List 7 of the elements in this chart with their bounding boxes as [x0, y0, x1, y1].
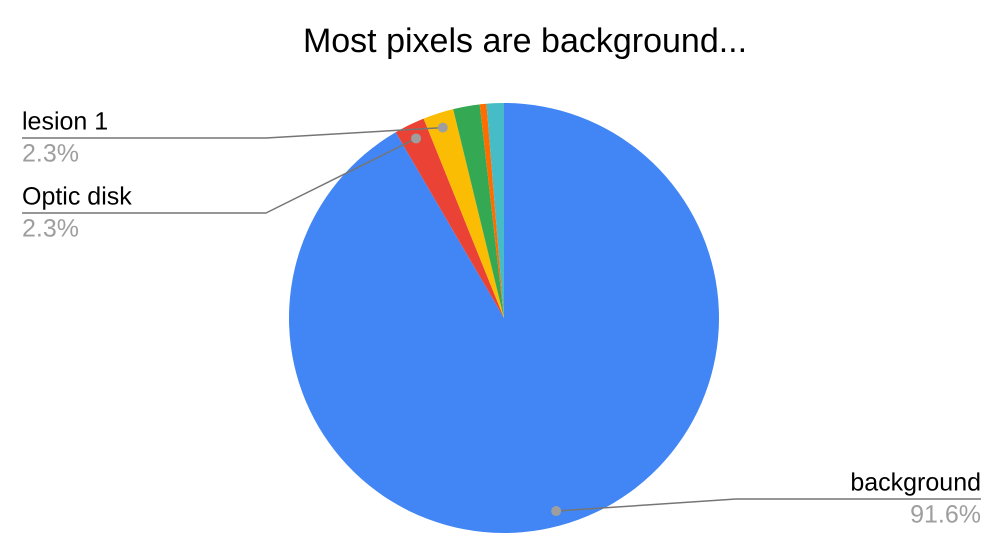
data-label: 91.6%	[910, 500, 981, 528]
data-label: 2.3%	[22, 214, 79, 242]
slice-label: lesion 1	[22, 107, 108, 136]
slice-label: background	[850, 468, 981, 496]
slice-label: Optic disk	[22, 182, 132, 210]
chart-title: Most pixels are background...	[302, 22, 748, 60]
data-label: 2.3%	[22, 139, 79, 168]
